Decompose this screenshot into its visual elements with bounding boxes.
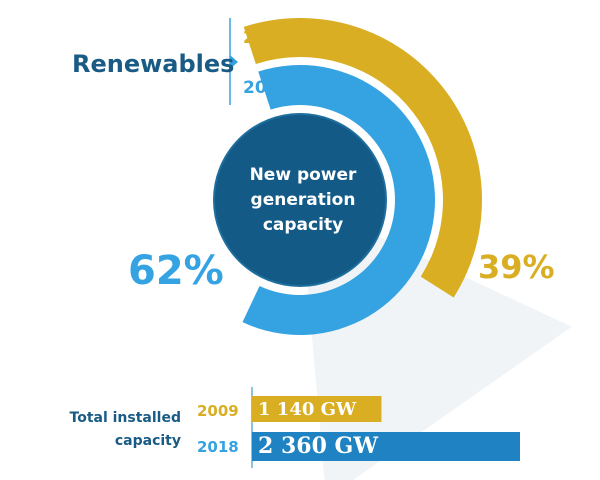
arc-2018 (242, 64, 436, 335)
legend-2009: 2009 (243, 28, 291, 48)
arc-2009 (243, 17, 482, 298)
bar-2018 (252, 432, 520, 461)
total-label: Total installed capacity (69, 410, 181, 449)
chart-title: Renewables (72, 50, 235, 78)
bar-label-2009: 1 140 GW (258, 399, 357, 420)
center-globe (214, 114, 386, 286)
globe-outline (213, 113, 387, 287)
value-label-2009: 39% (478, 248, 555, 286)
bar-label-2018: 2 360 GW (258, 433, 379, 459)
bar-year-2009: 2009 (197, 402, 239, 420)
bar-year-2018: 2018 (197, 438, 239, 456)
value-label-2018: 62% (128, 248, 224, 294)
center-label: New power generation capacity (249, 165, 357, 235)
bar-2009 (252, 396, 382, 422)
legend-pointer-icon (230, 55, 238, 69)
legend-2018: 2018 (243, 78, 291, 98)
